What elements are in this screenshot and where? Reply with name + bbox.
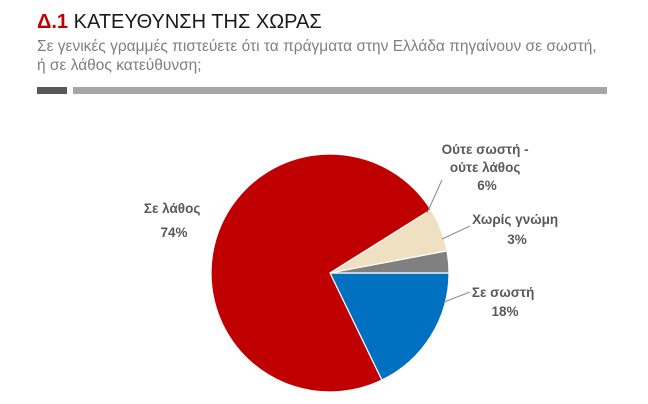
slice-label-wrong-name: Σε λάθος: [144, 201, 200, 216]
pie-slice-3: [329, 250, 450, 274]
slice-label-neither-line1: Ούτε σωστή -: [442, 142, 529, 157]
slice-label-right-value: 18%: [491, 304, 518, 319]
header: Δ.1 ΚΑΤΕΥΘΥΝΣΗ ΤΗΣ ΧΩΡΑΣ Σε γενικές γραμ…: [37, 8, 597, 75]
page-subtitle: Σε γενικές γραμμές πιστεύετε ότι τα πράγ…: [37, 38, 597, 74]
slice-label-no-opinion-value: 3%: [507, 232, 527, 247]
leader-line-no-opinion: [441, 225, 471, 240]
pie-slice-1: [210, 153, 432, 393]
slice-label-wrong-value: 74%: [160, 225, 187, 240]
slice-label-neither-value: 6%: [477, 178, 497, 193]
pie-slice-0: [329, 272, 450, 381]
title-text: ΚΑΤΕΥΘΥΝΣΗ ΤΗΣ ΧΩΡΑΣ: [73, 11, 322, 33]
leader-lines: [426, 179, 471, 303]
leader-line-neither: [426, 179, 443, 214]
divider-dark: [37, 87, 67, 94]
slice-label-neither: Ούτε σωστή - ούτε λάθος 6%: [442, 142, 533, 193]
slice-label-right-name: Σε σωστή: [472, 285, 534, 300]
title-code: Δ.1: [37, 11, 69, 33]
slice-label-wrong: Σε λάθος 74%: [144, 201, 204, 240]
slice-label-right: Σε σωστή 18%: [472, 285, 538, 319]
slice-label-neither-line2: ούτε λάθος: [450, 160, 521, 175]
pie-slices: [210, 153, 450, 393]
leader-line-right: [443, 291, 471, 303]
divider-light: [73, 87, 607, 94]
page-title: Δ.1 ΚΑΤΕΥΘΥΝΣΗ ΤΗΣ ΧΩΡΑΣ: [37, 8, 597, 36]
slice-label-no-opinion-name: Χωρίς γνώμη: [472, 212, 558, 227]
slice-label-no-opinion: Χωρίς γνώμη 3%: [472, 212, 562, 247]
